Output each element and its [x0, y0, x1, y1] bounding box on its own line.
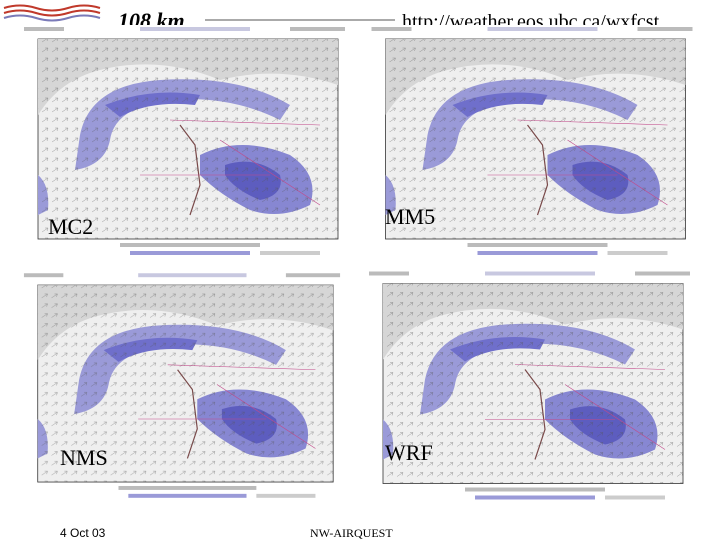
footer-project: NW-AIRQUEST: [310, 526, 393, 540]
logo: [3, 4, 101, 22]
footer-date: 4 Oct 03: [60, 526, 106, 540]
panel-label: NMS: [60, 445, 108, 470]
panel-label: MM5: [385, 204, 435, 229]
panel-label: MC2: [48, 214, 93, 239]
panel-label: WRF: [385, 440, 433, 465]
map-panel: [365, 268, 695, 506]
